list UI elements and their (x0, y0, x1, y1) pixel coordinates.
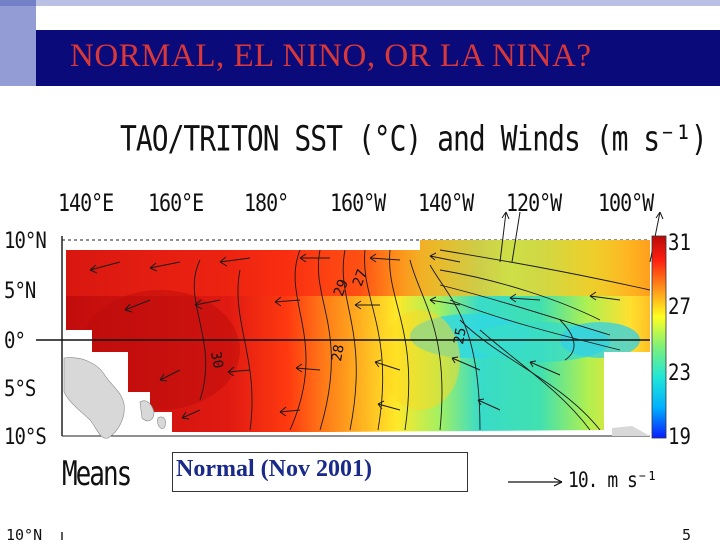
land-island-small (157, 416, 166, 429)
slide-decoration (0, 0, 36, 86)
contour-label-30: 30 (207, 350, 226, 370)
wind-scale-label: 10. m s⁻¹ (568, 468, 658, 494)
next-panel-lat-label: 10°N (6, 526, 43, 544)
lon-label-160e: 160°E (148, 188, 204, 217)
lat-label-0: 0° (4, 328, 26, 354)
colorbar (651, 235, 667, 439)
next-panel-colorbar-label: 5 (682, 526, 692, 544)
lat-label-5n: 5°N (4, 278, 36, 304)
lon-label-100w: 100°W (598, 188, 654, 217)
title-bar (36, 30, 720, 86)
contour-label-28: 28 (329, 343, 348, 363)
status-label: Normal (Nov 2001) (176, 456, 372, 482)
lat-label-5s: 5°S (4, 376, 36, 402)
map-title: TAO/TRITON SST (°C) and Winds (m s⁻¹) (120, 118, 708, 160)
land-central-america (612, 426, 650, 436)
colorbar-label-23: 23 (668, 360, 691, 386)
contour-label-25: 25 (451, 326, 470, 346)
colorbar-label-31: 31 (668, 230, 691, 256)
lon-label-180: 180° (244, 188, 289, 217)
lat-label-10s: 10°S (4, 424, 47, 450)
lon-label-140w: 140°W (418, 188, 474, 217)
land-new-guinea (63, 357, 125, 439)
slide-title: NORMAL, EL NINO, OR LA NINA? (70, 38, 592, 74)
slide-decoration-strip (0, 0, 720, 6)
lon-label-120w: 120°W (506, 188, 562, 217)
wind-scale-arrow (508, 477, 563, 487)
colorbar-label-19: 19 (668, 424, 691, 450)
lat-label-10n: 10°N (4, 228, 47, 254)
status-label-box (172, 452, 468, 492)
means-label: Means (62, 455, 132, 494)
colorbar-label-27: 27 (668, 294, 691, 320)
land-island (139, 400, 155, 422)
lon-label-160w: 160°W (330, 188, 386, 217)
lon-label-140e: 140°E (58, 188, 114, 217)
